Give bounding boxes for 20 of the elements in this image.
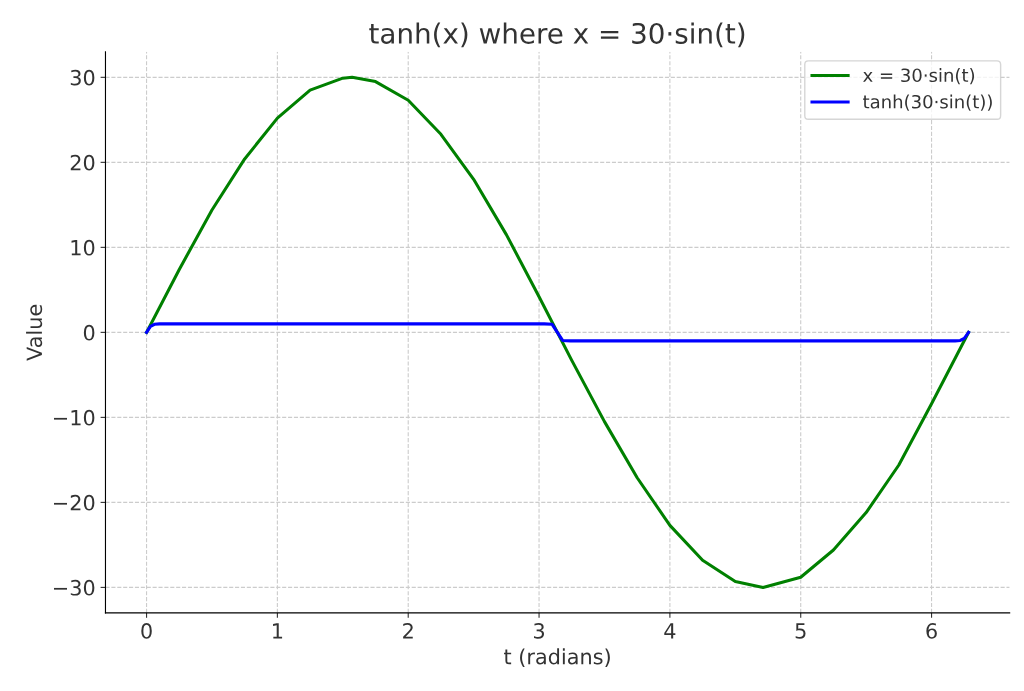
x-tick-label: 0 — [141, 623, 152, 639]
y-tick-label: −30 — [53, 579, 95, 596]
legend-label: x = 30·sin(t) — [863, 68, 975, 85]
y-tick-label: 10 — [71, 239, 95, 256]
x-tick-label: 2 — [403, 623, 413, 639]
x-tick-label: 1 — [273, 623, 283, 639]
line-series — [145, 322, 971, 343]
x-axis-title: t (radians) — [504, 648, 610, 667]
x-tick-label: 3 — [534, 623, 545, 639]
x-tick-label: 4 — [664, 623, 676, 639]
y-tick-label: 30 — [70, 69, 95, 86]
legend-label: tanh(30·sin(t)) — [863, 94, 992, 111]
y-tick-label: −10 — [53, 409, 95, 426]
y-tick-label: −20 — [53, 494, 95, 511]
y-tick-label: 0 — [83, 324, 95, 341]
y-axis-title: Value — [26, 304, 43, 361]
x-tick-label: 5 — [795, 623, 806, 639]
y-tick-label: 20 — [70, 154, 95, 171]
chart-title: tanh(x) where x = 30·sin(t) — [369, 22, 745, 48]
x-tick-label: 6 — [926, 623, 937, 639]
